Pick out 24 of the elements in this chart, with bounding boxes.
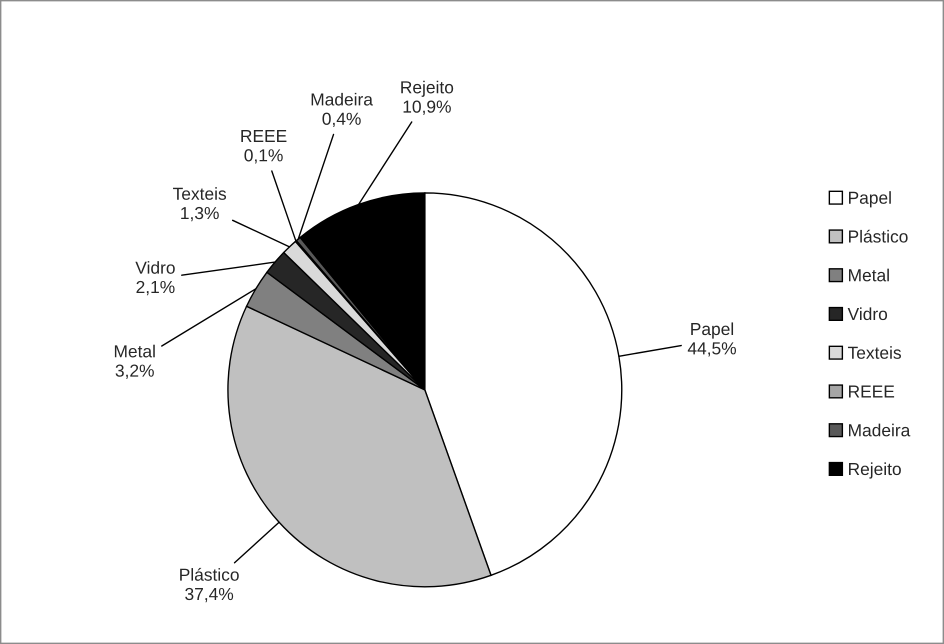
slice-label: Metal <box>114 344 155 358</box>
slice-label: Papel <box>691 322 734 339</box>
legend-label: Vidro <box>848 307 888 320</box>
data-label: 3,2% <box>116 364 154 379</box>
legend-label: Papel <box>849 191 891 208</box>
data-label: 2,1% <box>136 280 175 296</box>
slice-label: REEE <box>241 130 286 142</box>
slice-label: Madeira <box>312 92 373 106</box>
legend-label: Plástico <box>849 230 908 243</box>
data-label: 44,5% <box>688 342 736 357</box>
data-label: 10,9% <box>404 100 451 115</box>
legend-label: Rejeito <box>849 462 901 479</box>
data-label: 37,4% <box>185 588 234 602</box>
legend-label: Texteis <box>848 346 901 359</box>
slice-label: Rejeito <box>401 80 454 97</box>
slice-label: Plástico <box>180 568 239 581</box>
data-label: 0,4% <box>322 112 361 127</box>
legend-label: REEE <box>849 386 894 398</box>
data-label: 0,1% <box>244 149 283 164</box>
legend-label: Madeira <box>849 424 910 436</box>
slice-label: Vidro <box>135 261 175 274</box>
slice-label: Texteis <box>173 187 226 200</box>
legend-label: Metal <box>849 268 889 282</box>
data-label: 1,3% <box>181 206 219 222</box>
